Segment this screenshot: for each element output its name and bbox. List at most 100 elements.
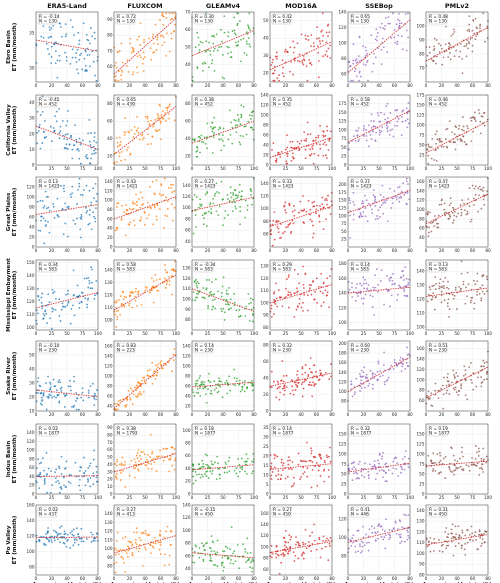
data-point: [161, 44, 164, 47]
data-point: [172, 30, 175, 33]
data-point: [433, 37, 436, 40]
data-point: [287, 276, 290, 278]
data-point: [93, 152, 96, 155]
data-point: [194, 479, 197, 482]
data-point: [446, 544, 448, 547]
data-point: [40, 396, 43, 399]
data-point: [218, 192, 221, 194]
data-point: [247, 292, 250, 295]
data-point: [468, 42, 471, 45]
data-point: [88, 189, 91, 192]
data-point: [405, 107, 408, 110]
data-point: [74, 223, 77, 225]
data-point: [277, 470, 280, 472]
data-point: [76, 217, 78, 220]
data-point: [376, 370, 379, 373]
data-point: [445, 384, 448, 387]
data-point: [323, 469, 325, 472]
data-point: [88, 53, 91, 56]
data-point: [116, 402, 119, 405]
x-tick-label: 25: [205, 166, 211, 171]
data-point: [289, 291, 292, 294]
data-point: [141, 134, 143, 137]
data-point: [309, 208, 312, 211]
data-point: [445, 211, 447, 214]
data-point: [315, 277, 318, 280]
data-point: [128, 208, 131, 210]
data-point: [270, 307, 273, 310]
data-point: [87, 481, 89, 483]
trend-line: [347, 527, 411, 543]
data-point: [200, 205, 202, 207]
data-point: [304, 364, 307, 366]
data-point: [434, 393, 437, 396]
data-point: [289, 392, 292, 395]
data-point: [403, 194, 406, 196]
data-point: [285, 226, 288, 229]
data-point: [80, 218, 83, 220]
data-point: [451, 532, 453, 535]
stats-box: [427, 13, 448, 25]
data-point: [453, 133, 456, 136]
data-point: [466, 210, 469, 213]
data-point: [427, 210, 430, 213]
data-point: [481, 542, 484, 545]
x-tick-label: 25: [205, 331, 211, 336]
data-point: [302, 557, 305, 560]
x-tick-label: 0: [35, 495, 38, 500]
y-tick-label: 120: [27, 299, 35, 304]
stat-r: R = 0.72: [117, 14, 136, 20]
y-tick-label: 130: [183, 266, 191, 271]
data-point: [158, 192, 161, 195]
y-tick-label: 0: [32, 162, 35, 167]
data-point: [69, 19, 72, 21]
panel-frame: [191, 340, 255, 412]
data-point: [446, 305, 449, 308]
y-tick-label: 140: [261, 181, 269, 186]
data-point: [395, 532, 398, 535]
data-point: [470, 378, 473, 381]
data-point: [445, 128, 448, 131]
data-point: [131, 543, 134, 546]
data-point: [141, 531, 144, 534]
data-point: [476, 294, 479, 296]
data-point: [84, 65, 87, 67]
data-point: [395, 456, 398, 459]
x-tick-label: 25: [361, 166, 367, 171]
x-tick-label: 20: [49, 248, 55, 253]
x-tick-label: 20: [361, 576, 367, 581]
data-point: [204, 453, 207, 456]
x-tick-label: 50: [298, 166, 304, 171]
data-point: [401, 468, 404, 471]
data-point: [215, 278, 217, 281]
data-point: [70, 196, 73, 198]
data-point: [53, 290, 56, 293]
data-point: [144, 115, 147, 118]
data-point: [205, 470, 207, 473]
data-point: [353, 472, 355, 475]
data-point: [92, 145, 95, 148]
data-point: [403, 513, 405, 516]
data-point: [83, 472, 86, 475]
data-point: [152, 42, 155, 45]
data-point: [196, 280, 199, 283]
data-point: [81, 291, 84, 294]
data-point: [63, 484, 65, 487]
data-point: [136, 66, 138, 69]
data-point: [228, 456, 231, 459]
data-point: [480, 115, 483, 118]
data-point: [213, 380, 216, 383]
data-point: [151, 450, 154, 453]
data-point: [438, 285, 441, 288]
data-point: [69, 136, 72, 139]
data-point: [64, 537, 67, 540]
data-point: [150, 207, 153, 210]
data-point: [466, 39, 469, 41]
stats-box: [349, 342, 370, 354]
data-point: [134, 202, 137, 205]
data-point: [162, 36, 165, 38]
data-point: [282, 232, 284, 235]
y-tick-label: 90: [107, 425, 113, 430]
data-point: [196, 379, 199, 382]
data-point: [304, 273, 307, 276]
